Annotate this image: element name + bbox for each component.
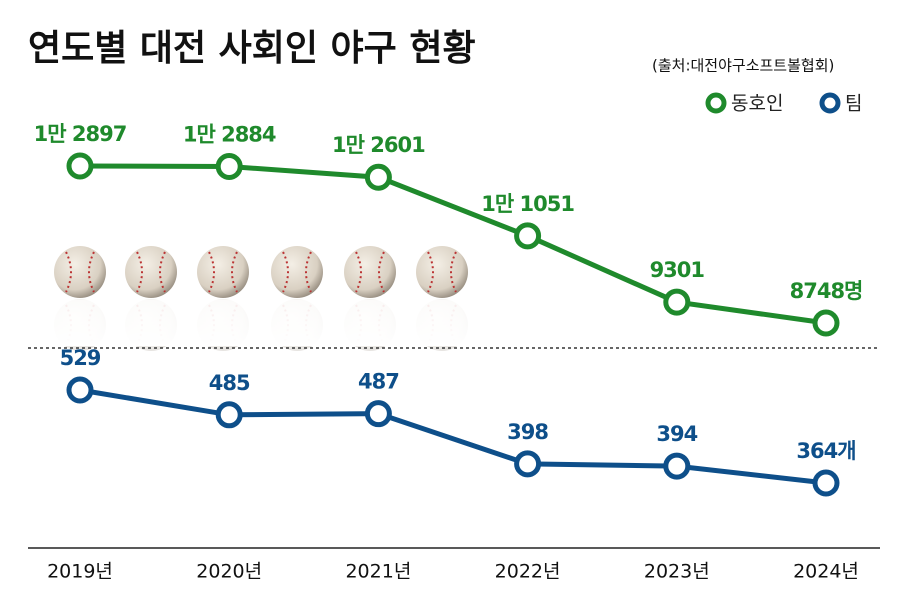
legend-label: 동호인 [731, 93, 783, 115]
series-line [79, 387, 827, 486]
point [514, 222, 542, 250]
legend-marker [819, 92, 841, 114]
value-label: 1만 1051 [481, 192, 574, 216]
chart-subtitle: (출처:대전야구소프트볼협회) [652, 57, 834, 75]
point [812, 309, 840, 337]
x-tick-label: 2023년 [644, 561, 710, 583]
point [364, 400, 392, 428]
value-label: 1만 2897 [34, 122, 127, 146]
point [663, 288, 691, 316]
x-tick-label: 2022년 [495, 561, 561, 583]
point [66, 152, 94, 180]
legend-marker [705, 92, 727, 114]
value-label: 8748명 [790, 279, 863, 303]
value-label: 1만 2601 [332, 133, 425, 157]
x-tick-label: 2020년 [196, 561, 262, 583]
x-tick-label: 2021년 [345, 561, 411, 583]
point [812, 469, 840, 497]
x-tick-label: 2024년 [793, 561, 859, 583]
point [514, 450, 542, 478]
value-label: 529 [60, 346, 101, 370]
value-label: 398 [507, 420, 548, 444]
point [66, 376, 94, 404]
legend-label: 팀 [845, 93, 862, 115]
value-label: 364개 [796, 439, 855, 463]
value-label: 9301 [650, 258, 705, 282]
chart-title: 연도별 대전 사회인 야구 현황 [28, 28, 476, 69]
value-label: 1만 2884 [183, 122, 276, 146]
point [663, 452, 691, 480]
x-tick-label: 2019년 [47, 561, 113, 583]
value-label: 487 [358, 370, 399, 394]
point [215, 152, 243, 180]
series-line [79, 163, 827, 326]
point [364, 163, 392, 191]
baseballs [40, 245, 480, 352]
value-label: 394 [656, 422, 697, 446]
value-label: 485 [209, 371, 250, 395]
point [215, 401, 243, 429]
